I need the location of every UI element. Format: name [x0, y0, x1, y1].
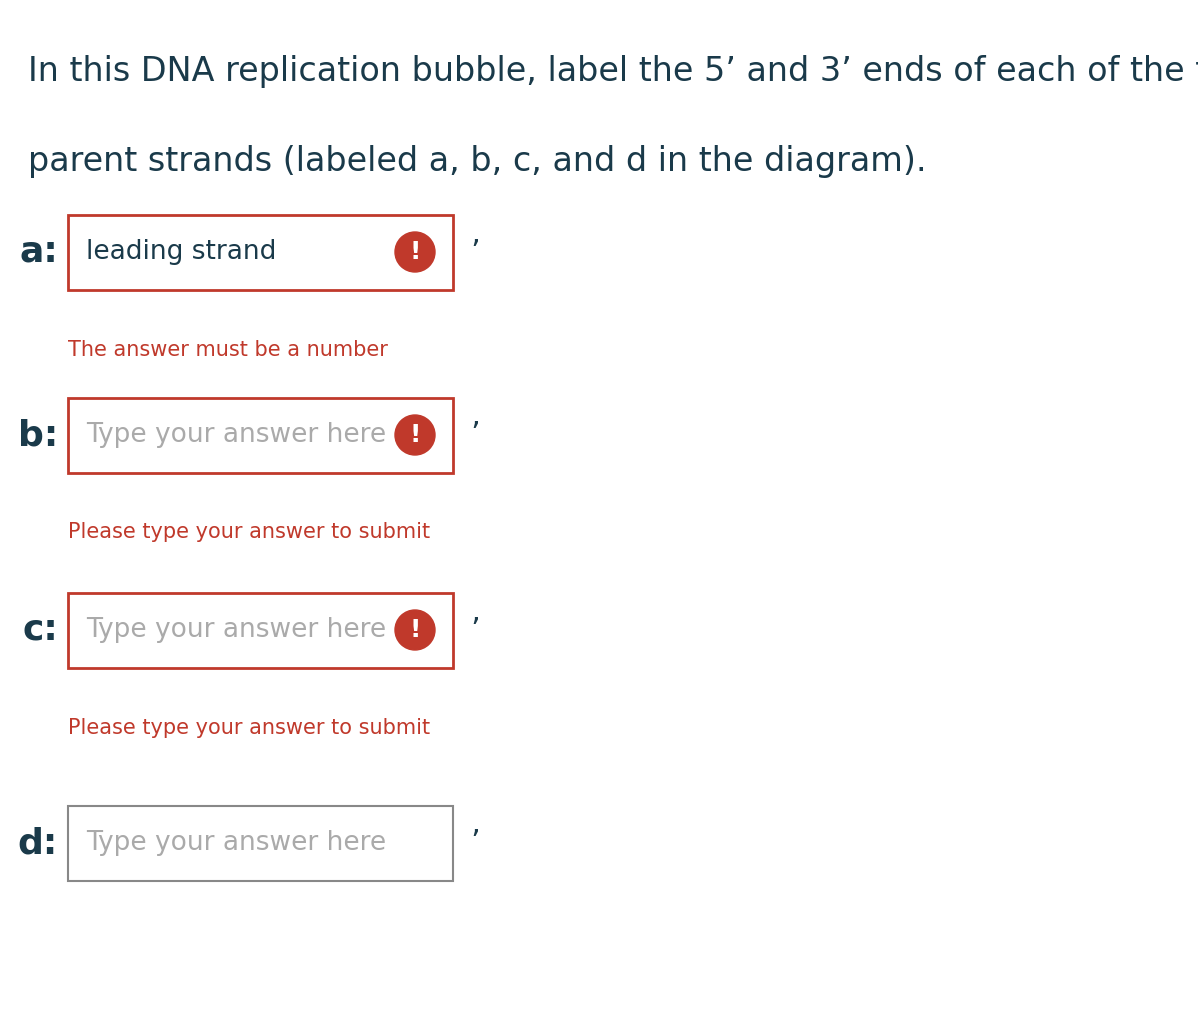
Text: ’: ’ [470, 615, 479, 644]
Text: ’: ’ [470, 421, 479, 450]
Text: !: ! [410, 618, 420, 642]
Text: b:: b: [18, 418, 58, 452]
Text: !: ! [410, 240, 420, 264]
Text: d:: d: [18, 826, 58, 860]
Circle shape [395, 232, 435, 272]
Text: In this DNA replication bubble, label the 5’ and 3’ ends of each of the two: In this DNA replication bubble, label th… [28, 55, 1198, 88]
Text: The answer must be a number: The answer must be a number [68, 339, 388, 360]
Text: leading strand: leading strand [86, 239, 277, 265]
Circle shape [395, 610, 435, 650]
FancyBboxPatch shape [68, 592, 453, 668]
Circle shape [395, 415, 435, 455]
Text: c:: c: [23, 613, 58, 647]
FancyBboxPatch shape [68, 805, 453, 881]
FancyBboxPatch shape [68, 397, 453, 473]
Text: ’: ’ [470, 828, 479, 857]
Text: Type your answer here: Type your answer here [86, 830, 386, 856]
FancyBboxPatch shape [68, 214, 453, 290]
Text: Type your answer here: Type your answer here [86, 617, 386, 643]
Text: Please type your answer to submit: Please type your answer to submit [68, 718, 430, 737]
Text: parent strands (labeled a, b, c, and d in the diagram).: parent strands (labeled a, b, c, and d i… [28, 145, 926, 178]
Text: ’: ’ [470, 238, 479, 267]
Text: a:: a: [19, 235, 58, 269]
Text: Type your answer here: Type your answer here [86, 422, 386, 448]
Text: Please type your answer to submit: Please type your answer to submit [68, 522, 430, 543]
Text: !: ! [410, 423, 420, 447]
